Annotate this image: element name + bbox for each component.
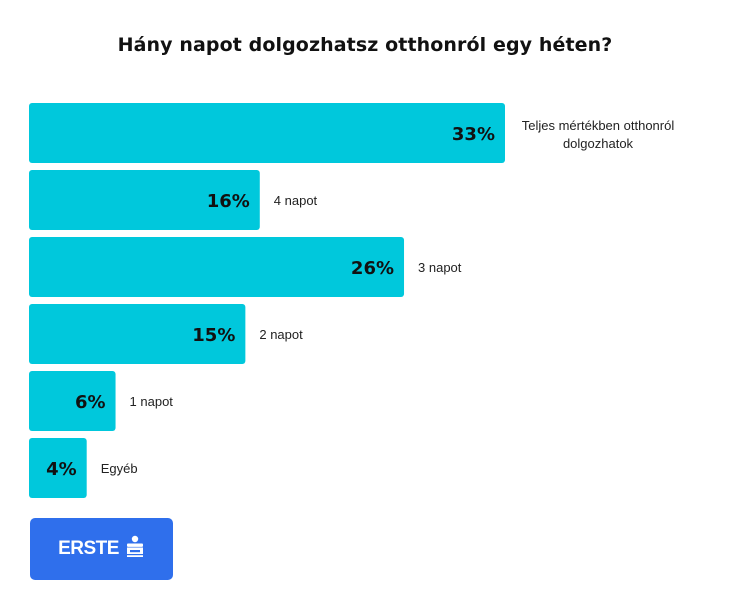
bar-2 — [29, 170, 260, 230]
bar-value-label: 16% — [207, 191, 250, 212]
bar-value-label: 26% — [351, 258, 394, 279]
bar-3 — [29, 237, 405, 297]
bar-6 — [29, 438, 87, 498]
bar-value-label: 4% — [46, 459, 77, 480]
category-label: 1 napot — [130, 394, 174, 409]
logo-text: ERSTE — [58, 538, 119, 559]
category-label: Teljes mértékben otthonról dolgozhatok — [522, 118, 675, 151]
category-label: 4 napot — [274, 193, 318, 208]
bar-5 — [29, 371, 116, 431]
bar-4 — [29, 304, 246, 364]
erste-logo: ERSTE — [30, 518, 173, 580]
bar-1 — [29, 103, 505, 163]
category-label: 3 napot — [418, 260, 462, 275]
chart-title: Hány napot dolgozhatsz otthonról egy hét… — [117, 34, 613, 56]
erste-s-icon — [125, 535, 145, 563]
bar-value-label: 33% — [452, 124, 495, 145]
bar-value-label: 6% — [75, 392, 106, 413]
category-label: 2 napot — [259, 327, 303, 342]
bar-value-label: 15% — [192, 325, 235, 346]
category-label: Egyéb — [101, 461, 138, 476]
